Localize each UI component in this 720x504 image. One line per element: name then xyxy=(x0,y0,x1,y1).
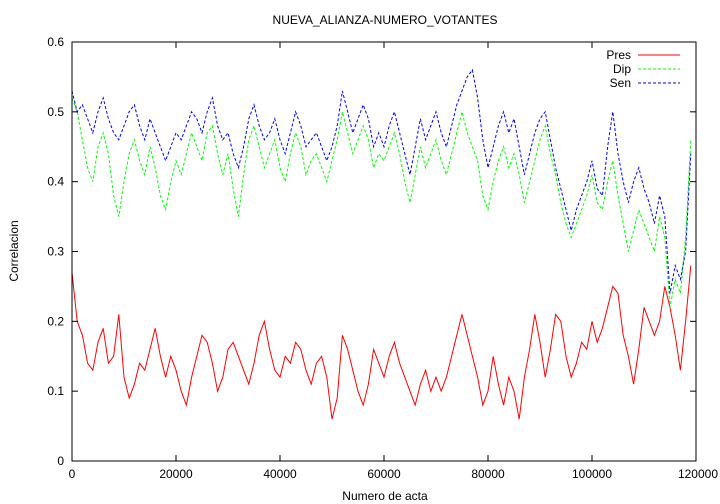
y-tick-label: 0.6 xyxy=(47,35,64,49)
y-tick-label: 0.1 xyxy=(47,384,64,398)
y-tick-label: 0.4 xyxy=(47,175,64,189)
chart-title: NUEVA_ALIANZA-NUMERO_VOTANTES xyxy=(273,13,498,27)
y-tick-label: 0 xyxy=(57,454,64,468)
legend-label-sen: Sen xyxy=(610,76,631,90)
series-layer xyxy=(72,68,692,420)
y-tick-label: 0.5 xyxy=(47,105,64,119)
x-tick-label: 20000 xyxy=(159,467,193,481)
x-tick-label: 80000 xyxy=(471,467,505,481)
x-tick-label: 120000 xyxy=(678,467,718,481)
series-line-pres xyxy=(72,265,692,420)
legend-label-pres: Pres xyxy=(606,48,631,62)
x-tick-label: 40000 xyxy=(263,467,297,481)
series-line-sen xyxy=(72,68,692,294)
x-tick-label: 60000 xyxy=(367,467,401,481)
x-tick-label: 0 xyxy=(69,467,76,481)
legend-label-dip: Dip xyxy=(613,62,631,76)
x-tick-label: 100000 xyxy=(572,467,612,481)
series-line-dip xyxy=(72,97,692,308)
x-axis-label: Numero de acta xyxy=(342,489,428,503)
y-axis-label: Correlacion xyxy=(7,220,21,281)
axis-layer: 0 0.1 0.2 0.3 0.4 0.5 0.6 0 20000 40000 60000 80000… xyxy=(47,35,718,481)
y-tick-label: 0.2 xyxy=(47,314,64,328)
y-tick-label: 0.3 xyxy=(47,245,64,259)
